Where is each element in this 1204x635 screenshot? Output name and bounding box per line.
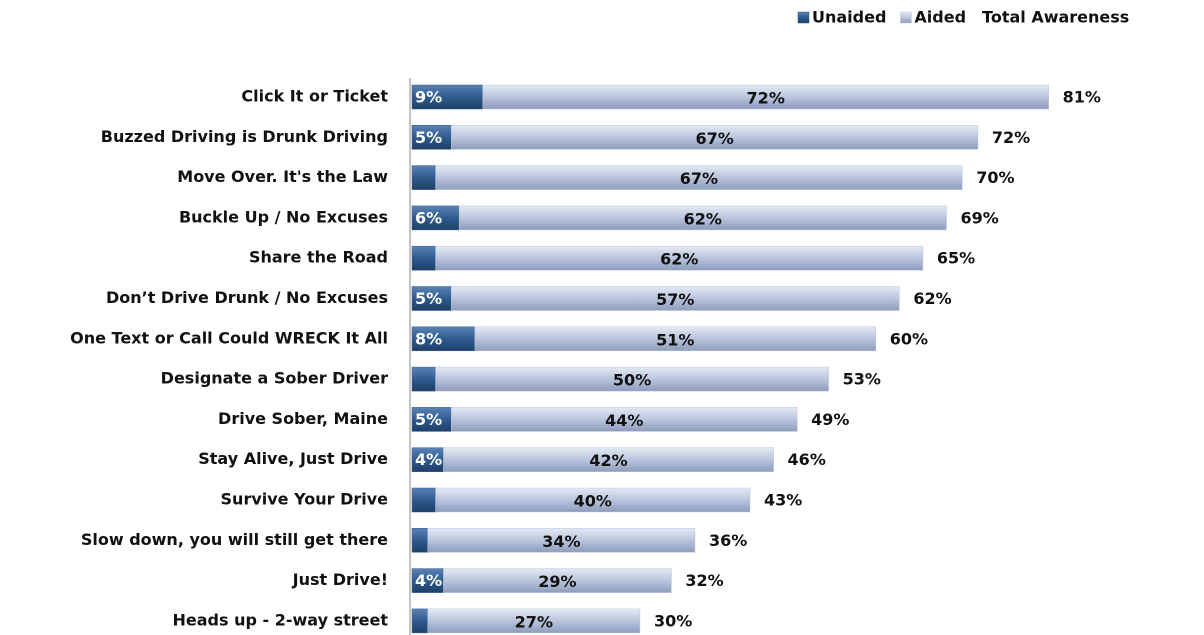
value-label: 62% (660, 250, 698, 269)
value-label: 51% (656, 330, 694, 349)
bar-segment (443, 568, 672, 593)
total-label: 46% (788, 450, 826, 469)
bar-segment (427, 608, 641, 634)
bar-segment (435, 487, 751, 513)
category-label: Survive Your Drive (221, 490, 389, 509)
bar-segment (411, 568, 444, 593)
total-label: 60% (890, 329, 928, 348)
bar-segment (435, 366, 829, 392)
legend-swatch (900, 11, 912, 24)
bar-segment (411, 366, 436, 392)
value-label: 72% (747, 89, 785, 108)
bar-segment (451, 286, 900, 311)
category-label: Designate a Sober Driver (161, 369, 388, 388)
bar-segment (411, 487, 436, 513)
total-label: 72% (992, 128, 1030, 147)
category-label: Just Drive! (292, 570, 388, 589)
total-label: 49% (811, 410, 849, 429)
bar-segment (411, 407, 452, 432)
bar-segment (411, 165, 436, 190)
total-label: 65% (937, 249, 975, 268)
category-label: Heads up - 2-way street (173, 610, 389, 629)
category-label: Buzzed Driving is Drunk Driving (101, 127, 388, 146)
value-label: 27% (515, 612, 553, 631)
category-label: Drive Sober, Maine (218, 409, 388, 428)
category-label: Buckle Up / No Excuses (179, 207, 388, 226)
legend-label: Aided (914, 8, 966, 27)
total-label: 81% (1063, 88, 1101, 107)
bar-segment (474, 326, 876, 352)
legend-label: Unaided (812, 8, 886, 27)
bar-segment (458, 205, 947, 231)
category-label: Slow down, you will still get there (81, 530, 388, 549)
total-label: 43% (764, 491, 802, 510)
bar-segment (411, 286, 452, 311)
value-label: 29% (538, 572, 576, 591)
bar-segment (411, 326, 476, 352)
category-label: Don’t Drive Drunk / No Excuses (106, 288, 388, 307)
total-label: 32% (685, 571, 723, 590)
value-label: 40% (574, 492, 612, 511)
value-label: 44% (605, 411, 643, 430)
bar-segment (427, 528, 696, 553)
category-label: Share the Road (249, 248, 388, 267)
category-label: One Text or Call Could WRECK It All (70, 328, 388, 347)
bar-segment (411, 528, 428, 553)
bar-segment (443, 447, 774, 472)
bar-segment (411, 205, 460, 231)
category-label: Stay Alive, Just Drive (198, 449, 388, 468)
total-label: 53% (843, 370, 881, 389)
value-label: 57% (656, 290, 694, 309)
bar-segment (435, 245, 924, 271)
total-label: 69% (960, 208, 998, 227)
value-label: 5% (415, 410, 442, 429)
value-label: 42% (589, 451, 627, 470)
value-label: 62% (684, 209, 722, 228)
bar-segment (451, 407, 798, 432)
value-label: 5% (415, 289, 442, 308)
value-label: 67% (680, 169, 718, 188)
value-label: 50% (613, 371, 651, 390)
value-label: 4% (415, 450, 442, 469)
value-label: 5% (415, 128, 442, 147)
total-label: 62% (913, 289, 951, 308)
bar-segment (411, 245, 436, 271)
bar-segment (435, 165, 963, 190)
value-label: 34% (542, 532, 580, 551)
legend-label: Total Awareness (982, 8, 1129, 27)
category-label: Move Over. It's the Law (177, 167, 388, 186)
total-label: 30% (654, 611, 692, 630)
bar-segment (411, 125, 452, 150)
category-label: Click It or Ticket (241, 87, 388, 106)
total-label: 36% (709, 531, 747, 550)
value-label: 4% (415, 571, 442, 590)
legend-swatch (797, 11, 810, 24)
bar-segment (451, 125, 979, 150)
bar-segment (411, 608, 428, 634)
value-label: 9% (415, 88, 442, 107)
total-label: 70% (976, 168, 1014, 187)
value-label: 67% (695, 129, 733, 148)
bar-segment (482, 84, 1049, 110)
value-label: 8% (415, 329, 442, 348)
value-label: 6% (415, 208, 442, 227)
